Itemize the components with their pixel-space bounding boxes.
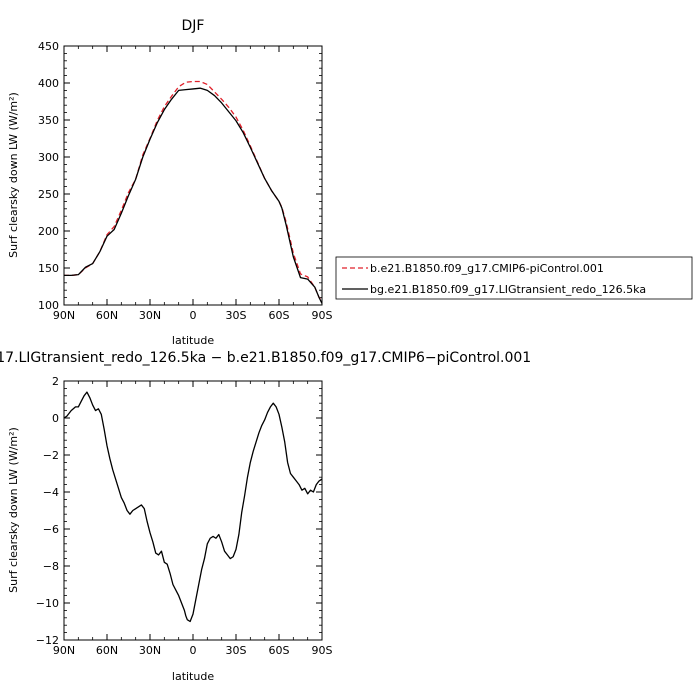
top-y-tick-label: 400 xyxy=(38,77,59,90)
top-axis-ticks: 90N 60N 30N 0 30S 60S 90S 100 150 200 250 300 350 400… xyxy=(38,40,333,322)
top-y-tick-label: 300 xyxy=(38,151,59,164)
bottom-x-axis-label: latitude xyxy=(172,670,214,683)
legend-entry-series-1: b.e21.B1850.f09_g17.CMIP6-piControl.001 xyxy=(370,262,604,275)
bottom-chart: bg.e21.B1850.f09_g17.LIGtransient_redo_1… xyxy=(0,350,531,683)
bottom-x-tick-label: 60S xyxy=(269,644,290,657)
bottom-x-tick-label: 60N xyxy=(96,644,118,657)
bottom-series-line-1 xyxy=(63,391,323,623)
legend: b.e21.B1850.f09_g17.CMIP6-piControl.001 … xyxy=(335,256,693,300)
top-series-line-2 xyxy=(64,87,323,304)
top-x-tick-label: 0 xyxy=(190,309,197,322)
top-x-tick-label: 90S xyxy=(312,309,333,322)
bottom-series-lines xyxy=(63,391,323,623)
bottom-x-tick-label: 90N xyxy=(53,644,75,657)
top-x-tick-label: 90N xyxy=(53,309,75,322)
top-plot-frame xyxy=(63,45,323,306)
top-chart: DJF 90N 60N 30N 0 30S 60S 90S 100 150 200 250 300 35… xyxy=(7,18,333,347)
top-x-tick-label: 30N xyxy=(139,309,161,322)
bottom-plot-frame xyxy=(63,380,323,641)
bottom-y-tick-label: −4 xyxy=(43,486,59,499)
top-y-tick-label: 450 xyxy=(38,40,59,53)
top-y-axis-label: Surf clearsky down LW (W/m²) xyxy=(7,92,20,258)
top-x-axis-label: latitude xyxy=(172,334,214,347)
top-x-tick-label: 30S xyxy=(226,309,247,322)
bottom-x-tick-label: 30N xyxy=(139,644,161,657)
bottom-y-tick-label: −2 xyxy=(43,449,59,462)
top-series-lines xyxy=(64,80,323,304)
bottom-chart-title: bg.e21.B1850.f09_g17.LIGtransient_redo_1… xyxy=(0,350,531,366)
bottom-x-tick-label: 90S xyxy=(312,644,333,657)
top-x-tick-label: 60N xyxy=(96,309,118,322)
top-y-tick-label: 100 xyxy=(38,299,59,312)
top-y-tick-label: 250 xyxy=(38,188,59,201)
legend-box xyxy=(335,256,693,300)
bottom-y-tick-label: −6 xyxy=(43,523,59,536)
bottom-y-tick-label: 2 xyxy=(52,375,59,388)
bottom-y-tick-label: −8 xyxy=(43,560,59,573)
bottom-x-tick-label: 30S xyxy=(226,644,247,657)
bottom-y-tick-label: −10 xyxy=(36,597,59,610)
bottom-y-tick-label: −12 xyxy=(36,634,59,647)
bottom-y-tick-label: 0 xyxy=(52,412,59,425)
legend-entry-series-2: bg.e21.B1850.f09_g17.LIGtransient_redo_1… xyxy=(370,283,646,296)
top-chart-title: DJF xyxy=(182,18,205,34)
bottom-y-axis-label: Surf clearsky down LW (W/m²) xyxy=(7,427,20,593)
top-y-tick-label: 150 xyxy=(38,262,59,275)
top-y-tick-label: 200 xyxy=(38,225,59,238)
top-x-tick-label: 60S xyxy=(269,309,290,322)
bottom-x-tick-label: 0 xyxy=(190,644,197,657)
top-y-tick-label: 350 xyxy=(38,114,59,127)
